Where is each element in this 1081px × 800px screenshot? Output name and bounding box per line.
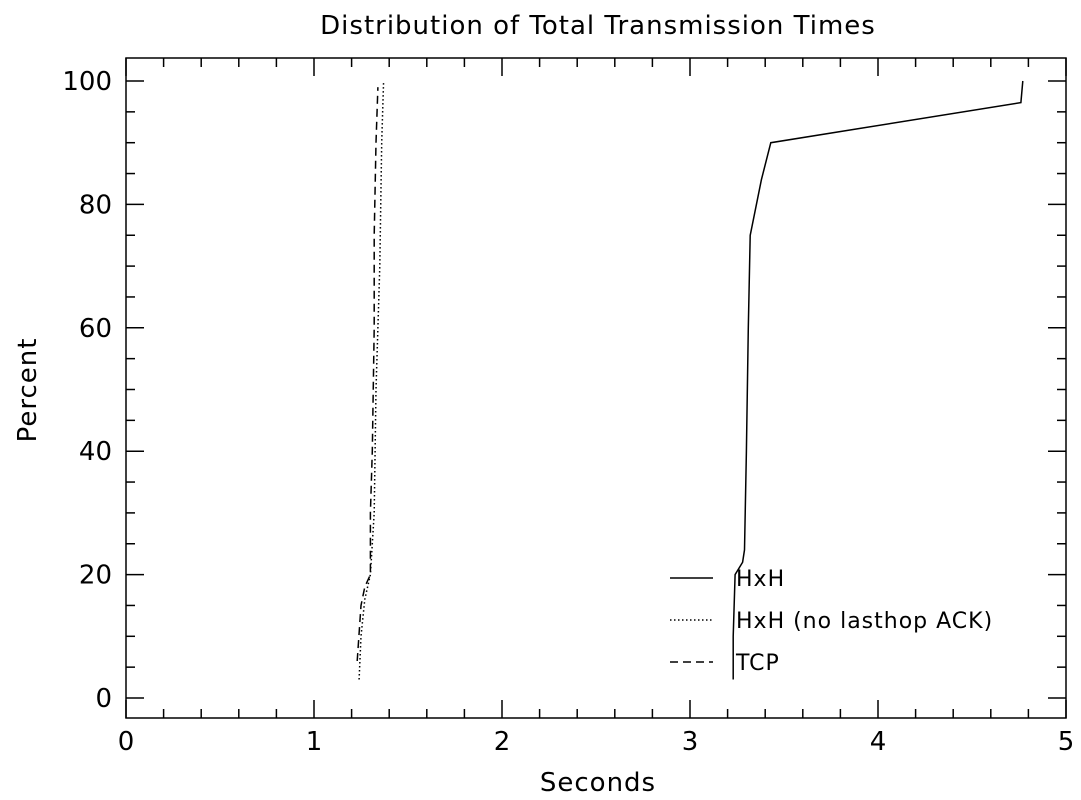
legend: HxH HxH (no lasthop ACK) TCP <box>670 567 993 676</box>
axis-ticks: 0 1 2 3 4 5 0 20 40 60 80 100 <box>62 58 1074 757</box>
y-tick-label: 100 <box>62 67 112 97</box>
x-tick-label: 3 <box>682 727 699 757</box>
y-tick-label: 40 <box>79 437 112 467</box>
legend-label-2: HxH (no lasthop ACK) <box>736 609 993 634</box>
series-line-2 <box>358 80 385 680</box>
x-tick-label: 4 <box>870 727 887 757</box>
chart-title: Distribution of Total Transmission Times <box>320 11 876 41</box>
x-axis-label: Seconds <box>540 768 656 798</box>
y-tick-label: 60 <box>79 314 112 344</box>
x-tick-label: 2 <box>494 727 511 757</box>
y-tick-label: 20 <box>79 561 112 591</box>
plot-frame <box>125 57 1067 719</box>
y-axis-label: Percent <box>13 338 43 443</box>
series-line-3 <box>356 87 379 662</box>
series-lines <box>356 80 1024 680</box>
x-tick-label: 1 <box>306 727 323 757</box>
x-tick-label: 5 <box>1058 727 1075 757</box>
legend-label-1: HxH <box>736 567 785 592</box>
legend-label-3: TCP <box>735 651 780 676</box>
y-tick-label: 0 <box>95 684 112 714</box>
x-tick-label: 0 <box>118 727 135 757</box>
y-tick-label: 80 <box>79 190 112 220</box>
series-line-1 <box>732 80 1024 680</box>
